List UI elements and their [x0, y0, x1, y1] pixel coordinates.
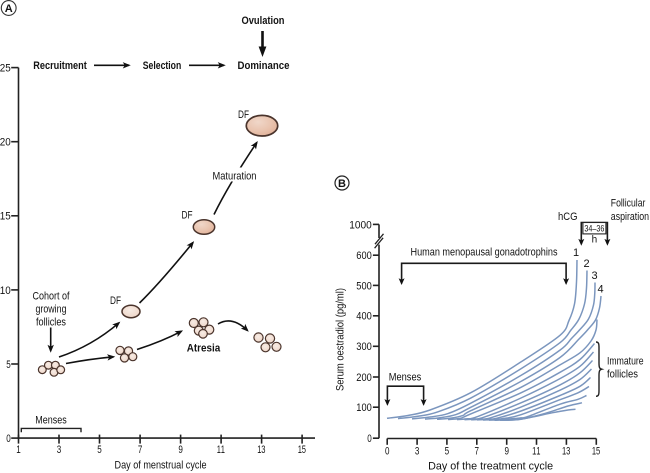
- svg-text:5: 5: [445, 446, 450, 458]
- svg-text:9: 9: [504, 446, 509, 458]
- svg-text:20: 20: [0, 137, 11, 149]
- svg-text:Day of the treatment cycle: Day of the treatment cycle: [428, 461, 553, 473]
- svg-text:follicles: follicles: [36, 317, 66, 329]
- svg-text:500: 500: [356, 280, 372, 292]
- svg-text:1: 1: [573, 247, 579, 259]
- svg-text:Human menopausal gonadotrophin: Human menopausal gonadotrophins: [411, 247, 558, 259]
- svg-text:growing: growing: [36, 304, 67, 316]
- svg-text:Follicular: Follicular: [611, 198, 646, 210]
- svg-text:600: 600: [356, 250, 372, 262]
- svg-text:1: 1: [592, 446, 596, 458]
- svg-text:B: B: [338, 178, 346, 190]
- svg-text:25: 25: [0, 63, 11, 75]
- svg-text:1: 1: [298, 444, 302, 456]
- svg-text:1: 1: [536, 446, 540, 458]
- svg-text:7: 7: [138, 444, 143, 456]
- svg-text:9: 9: [178, 444, 183, 456]
- svg-text:2: 2: [583, 258, 589, 270]
- svg-text:3: 3: [566, 446, 570, 458]
- svg-text:1: 1: [532, 446, 536, 458]
- svg-text:0: 0: [367, 433, 372, 445]
- svg-text:Atresia: Atresia: [187, 343, 221, 355]
- svg-text:400: 400: [356, 311, 372, 323]
- svg-text:1: 1: [257, 444, 261, 456]
- svg-text:Menses: Menses: [35, 415, 67, 427]
- svg-text:15: 15: [0, 211, 11, 223]
- svg-text:1: 1: [217, 444, 221, 456]
- svg-text:5: 5: [302, 444, 306, 456]
- svg-text:Recruitment: Recruitment: [33, 60, 87, 72]
- svg-text:A: A: [5, 3, 13, 15]
- svg-text:aspiration: aspiration: [611, 211, 649, 223]
- svg-text:Menses: Menses: [389, 372, 422, 384]
- svg-text:DF: DF: [182, 210, 193, 222]
- svg-text:h: h: [592, 235, 598, 246]
- svg-text:Maturation: Maturation: [213, 171, 257, 183]
- svg-text:Cohort of: Cohort of: [33, 291, 71, 303]
- svg-text:Selection: Selection: [143, 60, 182, 72]
- svg-text:5: 5: [6, 359, 11, 371]
- svg-text:follicles: follicles: [607, 369, 638, 381]
- svg-text:DF: DF: [238, 109, 249, 121]
- svg-text:DF: DF: [110, 295, 121, 307]
- svg-text:3: 3: [415, 446, 420, 458]
- svg-text:7: 7: [475, 446, 480, 458]
- svg-text:4: 4: [597, 284, 603, 296]
- svg-text:100: 100: [356, 402, 372, 414]
- svg-text:1: 1: [16, 444, 21, 456]
- svg-text:3: 3: [57, 444, 62, 456]
- svg-text:200: 200: [356, 372, 372, 384]
- svg-text:1000: 1000: [349, 219, 372, 231]
- svg-text:34–36: 34–36: [584, 224, 604, 235]
- svg-text:300: 300: [356, 341, 372, 353]
- svg-text:10: 10: [0, 285, 11, 297]
- svg-text:Day of menstrual cycle: Day of menstrual cycle: [115, 460, 207, 472]
- svg-text:hCG: hCG: [558, 211, 578, 223]
- svg-text:Ovulation: Ovulation: [242, 15, 285, 27]
- svg-text:Serum oestradiol (pg/ml): Serum oestradiol (pg/ml): [335, 288, 347, 391]
- svg-text:0: 0: [385, 446, 390, 458]
- svg-text:3: 3: [261, 444, 265, 456]
- svg-text:3: 3: [591, 270, 597, 282]
- svg-text:0: 0: [6, 433, 11, 445]
- svg-text:1: 1: [221, 444, 225, 456]
- svg-text:5: 5: [596, 446, 600, 458]
- svg-text:5: 5: [97, 444, 102, 456]
- svg-text:Dominance: Dominance: [238, 60, 290, 72]
- svg-text:1: 1: [562, 446, 566, 458]
- svg-text:Immature: Immature: [607, 356, 644, 368]
